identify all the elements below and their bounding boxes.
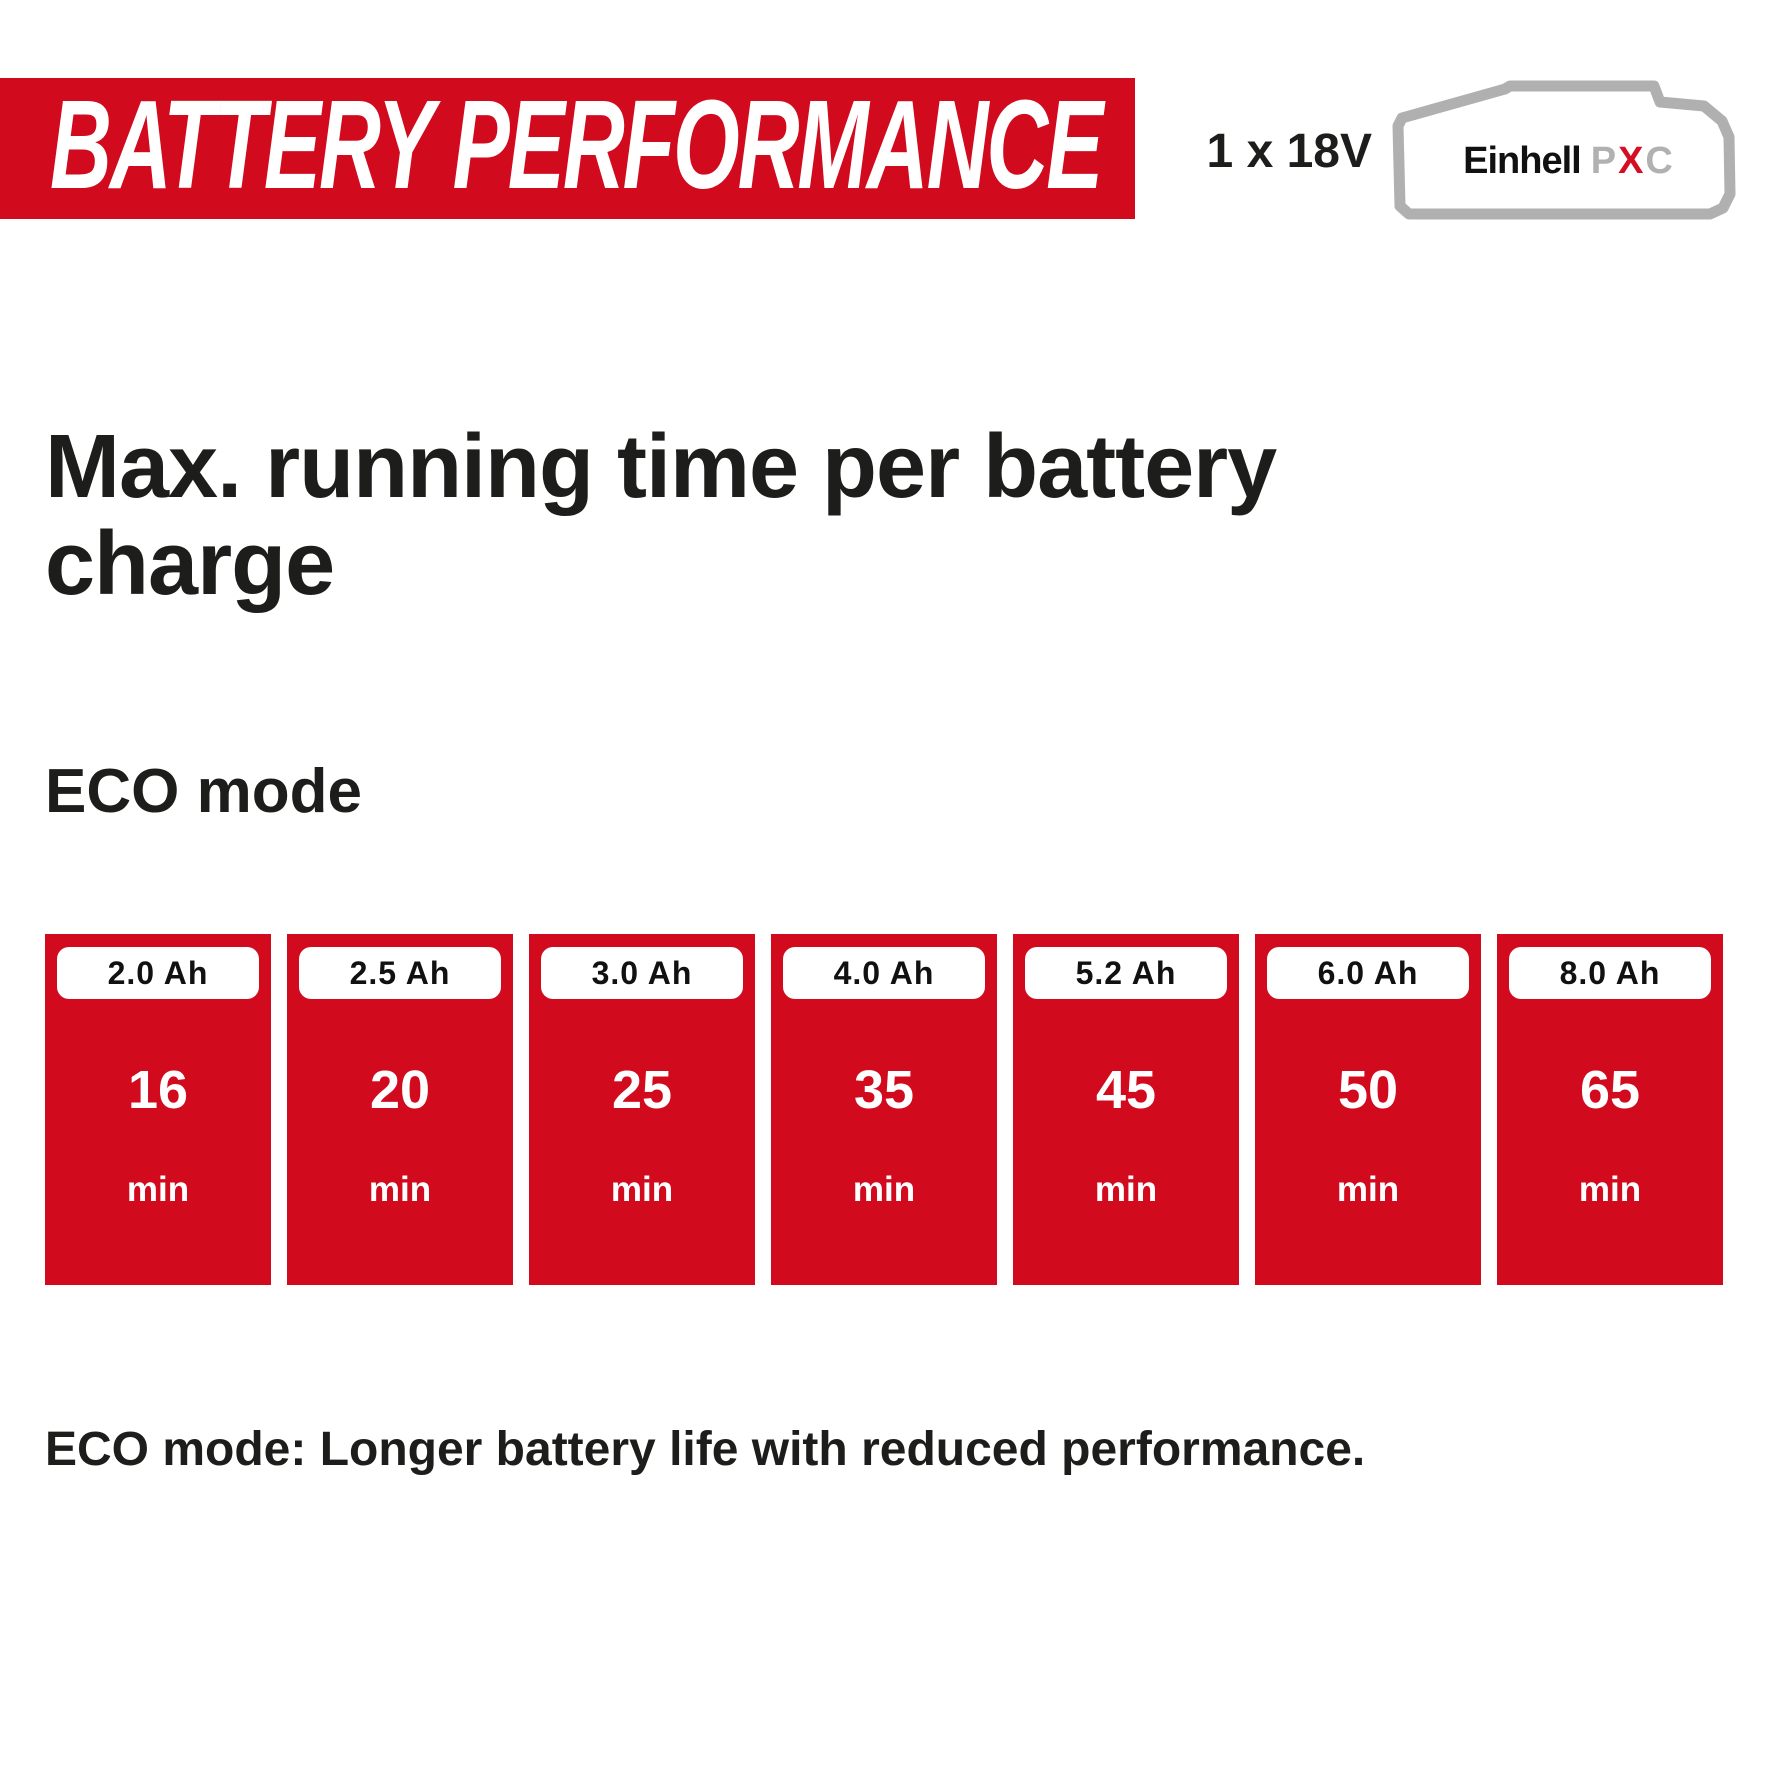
runtime-unit: min: [1336, 1170, 1400, 1209]
runtime-value: 25: [611, 1060, 673, 1120]
logo-wordmark: Einhell PXC: [1419, 138, 1719, 184]
runtime-value: 35: [853, 1060, 915, 1120]
capacity-label: 2.0 Ah: [107, 954, 209, 991]
battery-card: 4.0 Ah 35 min: [771, 934, 997, 1285]
battery-card: 5.2 Ah 45 min: [1013, 934, 1239, 1285]
runtime-value: 65: [1579, 1060, 1641, 1120]
einhell-pxc-battery-logo: Einhell PXC: [1392, 80, 1736, 220]
capacity-badge: 8.0 Ah: [1509, 947, 1711, 999]
runtime-unit: min: [610, 1170, 674, 1209]
pxc-wordmark: PXC: [1591, 140, 1675, 183]
battery-outline-icon: [1392, 80, 1736, 220]
pxc-letter-c: C: [1645, 139, 1675, 182]
banner: BATTERY PERFORMANCE: [0, 78, 1135, 219]
runtime-value: 16: [127, 1060, 189, 1120]
runtime-unit: min: [126, 1170, 190, 1209]
einhell-wordmark: Einhell: [1463, 139, 1582, 182]
pxc-letter-p: P: [1590, 139, 1619, 182]
battery-card: 6.0 Ah 50 min: [1255, 934, 1481, 1285]
capacity-label: 6.0 Ah: [1317, 954, 1419, 991]
runtime-value: 45: [1095, 1060, 1157, 1120]
capacity-badge: 2.5 Ah: [299, 947, 501, 999]
capacity-badge: 3.0 Ah: [541, 947, 743, 999]
capacity-badge: 2.0 Ah: [57, 947, 259, 999]
banner-title: BATTERY PERFORMANCE: [50, 73, 1103, 215]
runtime-value: 50: [1337, 1060, 1399, 1120]
capacity-label: 4.0 Ah: [833, 954, 935, 991]
capacity-badge: 5.2 Ah: [1025, 947, 1227, 999]
battery-card: 3.0 Ah 25 min: [529, 934, 755, 1285]
capacity-label: 5.2 Ah: [1075, 954, 1177, 991]
capacity-badge: 6.0 Ah: [1267, 947, 1469, 999]
runtime-unit: min: [1094, 1170, 1158, 1209]
runtime-unit: min: [852, 1170, 916, 1209]
battery-count-label: 1 x 18V: [1206, 125, 1372, 178]
battery-card: 2.0 Ah 16 min: [45, 934, 271, 1285]
runtime-unit: min: [1578, 1170, 1642, 1209]
battery-card: 2.5 Ah 20 min: [287, 934, 513, 1285]
capacity-label: 2.5 Ah: [349, 954, 451, 991]
page-title: Max. running time per battery charge: [45, 417, 1277, 614]
capacity-badge: 4.0 Ah: [783, 947, 985, 999]
mode-label: ECO mode: [45, 757, 362, 826]
capacity-label: 8.0 Ah: [1559, 954, 1661, 991]
footer-note: ECO mode: Longer battery life with reduc…: [45, 1423, 1366, 1476]
runtime-unit: min: [368, 1170, 432, 1209]
capacity-label: 3.0 Ah: [591, 954, 693, 991]
battery-card: 8.0 Ah 65 min: [1497, 934, 1723, 1285]
pxc-letter-x: X: [1618, 139, 1646, 182]
battery-cards-row: 2.0 Ah 16 min 2.5 Ah 20 min 3.0 Ah 25 mi…: [45, 934, 1727, 1285]
runtime-value: 20: [369, 1060, 431, 1120]
